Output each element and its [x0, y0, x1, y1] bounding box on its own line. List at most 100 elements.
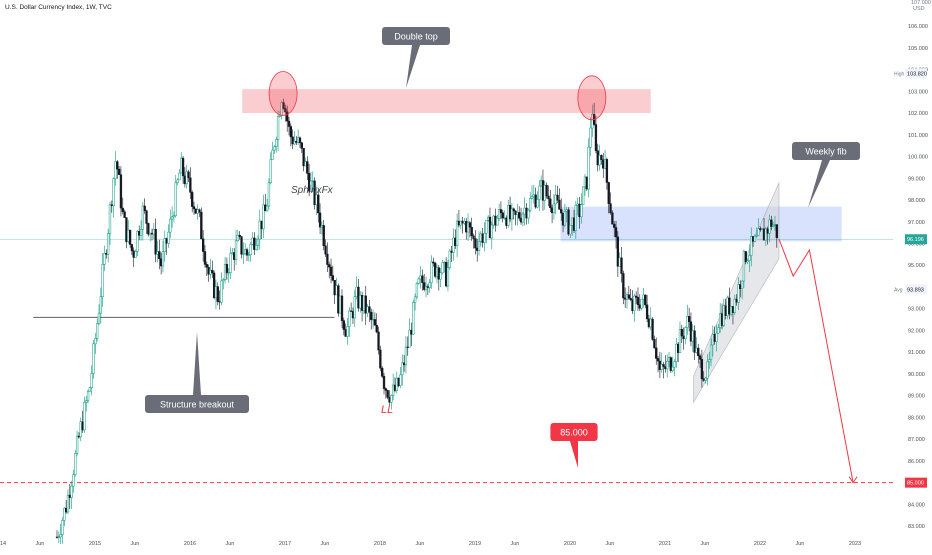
- candle-body: [766, 228, 769, 234]
- callout-structure-breakout-label: Structure breakout: [160, 400, 235, 410]
- candle-body: [563, 211, 567, 226]
- candle-308: [618, 252, 621, 267]
- candle-65: [174, 174, 177, 218]
- candle-body: [178, 172, 181, 181]
- candle-179: [382, 373, 386, 395]
- candle-body: [678, 329, 682, 353]
- candle-79: [200, 207, 203, 240]
- candle-63: [170, 206, 174, 228]
- candle-230: [476, 238, 479, 262]
- candle-body: [508, 205, 512, 220]
- candle-body: [446, 267, 450, 287]
- candle-323: [645, 294, 649, 323]
- candle-body: [770, 219, 773, 227]
- candle-body: [381, 367, 384, 377]
- candle-body: [169, 218, 172, 233]
- candle-body: [552, 203, 556, 214]
- candle-223: [463, 217, 466, 226]
- candle-body: [587, 146, 590, 190]
- candle-172: [370, 308, 373, 330]
- candle-body: [768, 219, 771, 234]
- candle-body: [61, 520, 64, 535]
- candle-body: [735, 298, 738, 303]
- candle-297: [598, 144, 601, 171]
- candle-body: [247, 254, 250, 256]
- candle-body: [264, 204, 267, 212]
- candle-body: [729, 306, 733, 315]
- callout-target: 85.000: [550, 423, 598, 468]
- candle-body: [172, 215, 176, 218]
- candle-270: [549, 189, 552, 212]
- candle-37: [123, 209, 126, 219]
- candle-body: [132, 250, 135, 258]
- candle-body: [695, 347, 698, 353]
- candle-219: [455, 213, 459, 258]
- candle-289: [583, 173, 587, 196]
- candle-201: [423, 273, 426, 292]
- candle-31: [112, 177, 115, 218]
- candle-210: [439, 268, 442, 288]
- candle-203: [426, 284, 430, 295]
- candle-body: [733, 298, 736, 313]
- candle-312: [625, 291, 629, 309]
- candle-32: [114, 151, 117, 186]
- candle-174: [373, 312, 377, 326]
- candle-body: [410, 329, 413, 335]
- axis-tag-current-bg: [905, 234, 927, 245]
- candle-206: [432, 257, 435, 267]
- candle-body: [63, 507, 66, 521]
- candle-body: [96, 323, 99, 339]
- candle-152: [333, 280, 336, 304]
- candle-12: [77, 432, 81, 439]
- candle-body: [75, 435, 79, 454]
- callout-target-box: [550, 423, 598, 441]
- candle-body: [494, 215, 497, 226]
- candle-body: [457, 220, 461, 226]
- time-axis: 2014 Jun 2015 Jun 2016 Jun 2017 Jun 2018 Jun 2019 J…: [0, 541, 861, 547]
- candle-body: [501, 212, 504, 219]
- candle-222: [461, 217, 464, 234]
- candle-body: [209, 269, 212, 275]
- candle-227: [470, 217, 473, 241]
- candle-373: [737, 277, 740, 311]
- candle-body: [625, 294, 629, 300]
- candle-body: [260, 220, 263, 230]
- candle-198: [417, 277, 420, 285]
- candle-body: [594, 124, 598, 151]
- candle-body: [105, 253, 108, 255]
- candle-36: [121, 197, 124, 215]
- candle-104: [245, 247, 249, 262]
- candle-body: [444, 262, 448, 287]
- candle-326: [651, 317, 654, 341]
- candle-body: [150, 232, 154, 235]
- axis-tag-avg-label: 93.893: [907, 287, 924, 293]
- candle-body: [127, 229, 130, 243]
- candle-body: [284, 108, 287, 113]
- candle-body: [128, 229, 132, 245]
- candle-body: [567, 209, 570, 235]
- candle-body: [653, 339, 656, 349]
- candle-265: [539, 175, 543, 187]
- candle-99: [236, 229, 240, 242]
- candle-306: [614, 220, 618, 249]
- candle-body: [647, 318, 651, 328]
- candle-69: [181, 155, 185, 184]
- candle-305: [613, 220, 616, 238]
- candle-335: [667, 351, 671, 368]
- candle-body: [404, 346, 408, 366]
- candle-151: [331, 265, 335, 282]
- candle-353: [700, 349, 704, 388]
- candle-body: [159, 258, 163, 267]
- candle-body: [428, 282, 431, 288]
- candle-35: [119, 166, 123, 217]
- candle-body: [631, 299, 634, 311]
- candle-255: [521, 211, 525, 227]
- candle-317: [634, 291, 638, 304]
- candle-body: [353, 296, 356, 319]
- candle-34: [117, 166, 121, 175]
- candle-260: [530, 185, 534, 200]
- candle-263: [536, 191, 539, 209]
- y-tick-label: 83.000: [908, 524, 925, 530]
